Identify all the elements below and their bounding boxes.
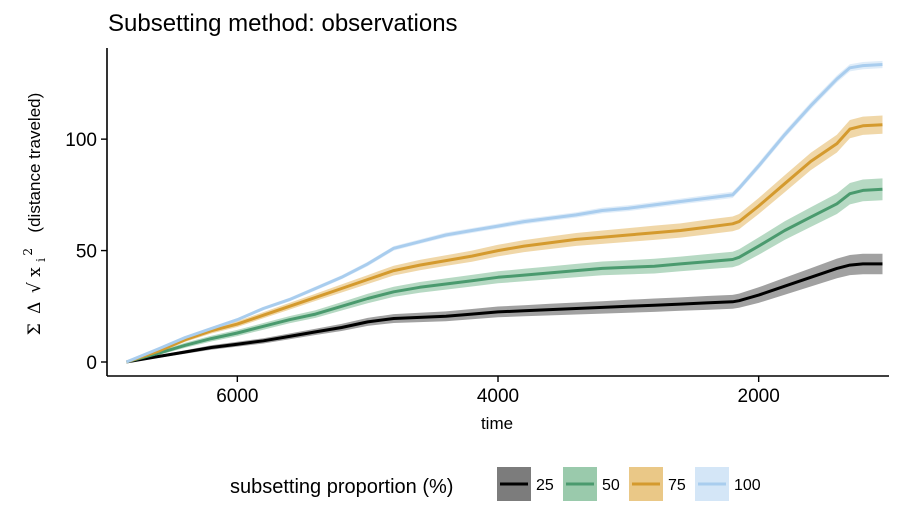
x-axis-title: time <box>481 414 513 433</box>
svg-text:Σ Δ √ x: Σ Δ √ x i 2 (distance traveled) <box>17 93 50 336</box>
y-tick-label: 50 <box>76 242 97 263</box>
y-axis-title-subscript: i <box>34 258 48 262</box>
band-50 <box>126 178 883 362</box>
series-line-100 <box>125 63 883 364</box>
series-line-75 <box>126 123 883 364</box>
legend-label: 25 <box>536 477 554 494</box>
x-tick-label: 6000 <box>216 386 258 407</box>
y-tick-label: 100 <box>65 130 97 151</box>
legend-title: subsetting proportion (%) <box>230 476 453 498</box>
y-axis-title-sigma: Σ <box>25 323 45 335</box>
legend-key-50: 50 <box>563 467 620 501</box>
y-tick-label: 0 <box>86 353 97 374</box>
confidence-bands <box>126 60 883 363</box>
legend: subsetting proportion (%) 25 50 75 100 <box>230 467 761 501</box>
legend-key-75: 75 <box>629 467 686 501</box>
chart-title: Subsetting method: observations <box>108 10 458 37</box>
x-tick-label: 2000 <box>738 386 780 407</box>
x-tick-label: 4000 <box>477 386 519 407</box>
legend-key-100: 100 <box>695 467 761 501</box>
x-ticks: 6000 4000 2000 <box>216 376 780 407</box>
legend-label: 75 <box>668 477 686 494</box>
series-lines <box>125 63 883 364</box>
band-100 <box>126 60 883 363</box>
legend-label: 100 <box>734 477 761 494</box>
series-line-50 <box>126 187 883 364</box>
y-axis-title-superscript: 2 <box>21 248 35 256</box>
y-ticks: 0 50 100 <box>65 130 107 374</box>
y-axis-title-delta: Δ <box>25 302 45 314</box>
y-axis-title-root: √ <box>25 282 45 293</box>
y-axis-title-text: (distance traveled) <box>25 93 44 233</box>
legend-label: 50 <box>602 477 620 494</box>
y-axis-title: Σ Δ √ x i 2 (distance traveled) <box>17 93 50 336</box>
y-axis-title-var: x <box>25 267 45 277</box>
band-25 <box>126 253 883 362</box>
band-75 <box>126 115 883 362</box>
series-line-25 <box>126 262 883 364</box>
legend-key-25: 25 <box>497 467 554 501</box>
